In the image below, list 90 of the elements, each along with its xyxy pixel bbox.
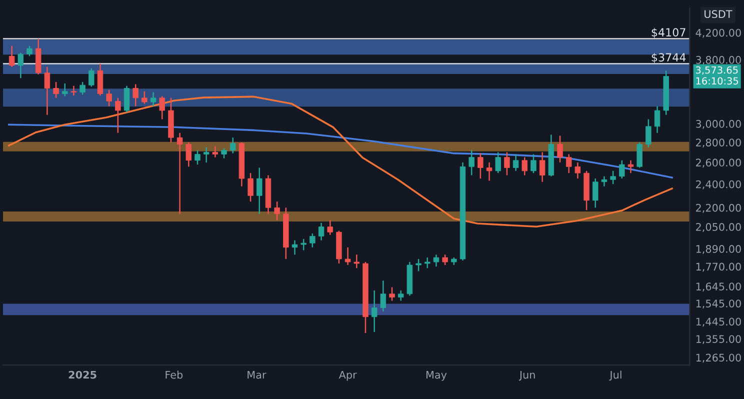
candlestick	[628, 160, 634, 174]
candlestick	[610, 170, 616, 185]
candlestick	[389, 286, 395, 302]
candlestick	[416, 258, 422, 272]
line-series	[8, 124, 673, 178]
candlestick	[530, 154, 536, 174]
candlestick	[566, 154, 572, 174]
candlestick	[354, 254, 360, 269]
candlestick	[504, 152, 510, 176]
candlestick	[619, 160, 625, 180]
candlestick	[53, 81, 59, 99]
x-tick-label: Apr	[338, 370, 357, 381]
candlestick	[478, 152, 484, 180]
candlestick	[221, 148, 227, 159]
candlestick	[26, 45, 32, 57]
text: 3,573.65 16:10:35	[696, 66, 738, 85]
candlestick	[442, 254, 448, 266]
candlestick	[248, 172, 254, 202]
candlestick	[292, 240, 298, 256]
y-axis-title: USDT	[704, 10, 732, 18]
candlestick	[592, 178, 598, 208]
candlestick	[194, 150, 200, 166]
candlestick	[274, 200, 280, 221]
y-tick-label: 2,800.00	[696, 138, 741, 148]
y-tick-label: 2,600.00	[696, 158, 741, 168]
x-tick-label: May	[426, 370, 447, 381]
y-tick-label: 1,445.00	[696, 318, 741, 327]
candlestick	[424, 256, 430, 269]
candlestick	[433, 254, 440, 268]
candlestick	[203, 146, 210, 164]
candlestick	[557, 135, 563, 164]
candlestick	[97, 63, 104, 96]
candlestick	[380, 280, 386, 312]
candlestick	[18, 52, 24, 79]
candlestick	[327, 220, 333, 236]
candlestick	[574, 162, 581, 180]
x-tick-label: Jul	[609, 370, 622, 381]
candlestick	[132, 84, 138, 107]
x-tick-label: 2025	[68, 370, 96, 379]
candlestick	[8, 45, 15, 68]
candlestick	[646, 118, 652, 148]
candlestick	[115, 97, 121, 134]
candlestick	[300, 238, 306, 251]
candlestick	[636, 142, 642, 168]
candlestick	[62, 82, 68, 97]
candlestick	[159, 96, 165, 120]
y-tick-label: 4,200.00	[696, 28, 741, 38]
candlestick	[495, 152, 501, 174]
candlestick	[398, 290, 404, 302]
y-tick-label: 2,400.00	[696, 180, 741, 190]
candlestick	[142, 90, 148, 104]
ref-line-label: $4107	[652, 28, 686, 38]
candlestick	[80, 81, 86, 96]
candlestick	[486, 162, 492, 182]
y-tick-label: 3,000.00	[696, 120, 741, 129]
y-tick-label: 1,545.00	[696, 300, 741, 309]
candlestick	[539, 152, 546, 182]
y-tick-label: 1,890.00	[696, 245, 741, 254]
y-tick-label: 2,050.00	[696, 223, 741, 232]
x-tick-label: Jun	[518, 370, 535, 381]
candlestick	[70, 85, 77, 96]
x-tick-label: Mar	[248, 370, 266, 379]
candlestick	[150, 92, 156, 107]
y-tick-label: 3,800.00	[696, 56, 741, 65]
candlestick	[601, 176, 608, 188]
line-series	[8, 96, 673, 228]
ref-line-label: $3744	[652, 52, 686, 64]
candlestick	[371, 290, 378, 333]
candlestick	[176, 132, 183, 215]
candlestick	[88, 68, 94, 88]
x-tick-label: Feb	[166, 370, 183, 379]
y-tick-label: 1,645.00	[696, 282, 741, 292]
candlestick	[522, 156, 528, 176]
candlestick	[468, 150, 474, 176]
y-tick-label: 2,200.00	[696, 204, 741, 213]
candlestick	[186, 142, 192, 168]
candlestick	[654, 106, 660, 134]
candlestick	[212, 146, 218, 158]
candlestick	[512, 154, 519, 172]
candlestick	[256, 167, 262, 215]
candlestick	[344, 246, 351, 266]
y-tick-label: 1,265.00	[696, 354, 741, 363]
y-tick-label: 1,355.00	[696, 335, 741, 344]
candlestick	[310, 232, 316, 248]
candlestick	[318, 222, 324, 241]
candlestick	[124, 85, 130, 113]
candlestick	[106, 89, 112, 107]
y-tick-label: 1,770.00	[696, 262, 741, 272]
candlestick	[44, 66, 50, 116]
candlestick	[230, 136, 236, 154]
